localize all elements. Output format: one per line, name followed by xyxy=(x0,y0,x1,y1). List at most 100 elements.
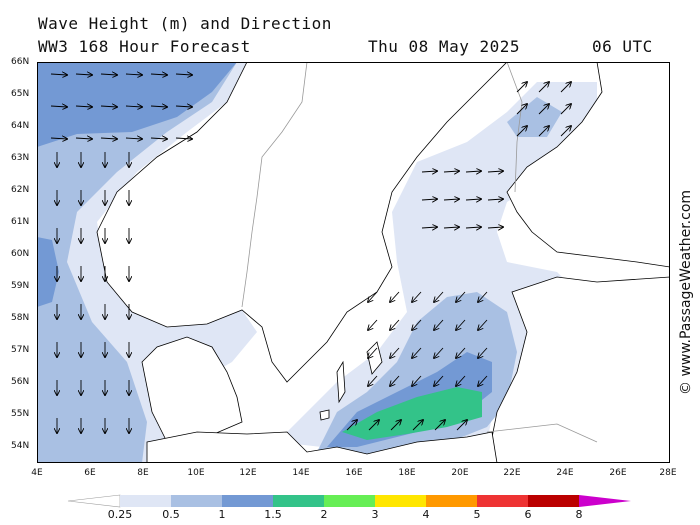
wave-arrow xyxy=(434,420,445,431)
wave-arrow xyxy=(75,138,92,139)
wave-arrow xyxy=(443,171,459,172)
wave-arrow xyxy=(487,171,503,172)
wave-arrow xyxy=(421,227,437,228)
wave-arrow xyxy=(456,319,466,330)
wave-arrow xyxy=(125,74,142,75)
wave-arrow xyxy=(434,347,444,358)
legend-label: 2 xyxy=(320,508,328,521)
wave-arrow xyxy=(465,199,481,200)
lon-label: 20E xyxy=(451,468,469,478)
wave-arrow xyxy=(50,138,67,139)
wave-arrow xyxy=(390,319,400,330)
lat-label: 57N xyxy=(11,345,30,355)
wave-arrow xyxy=(346,420,357,431)
border-line xyxy=(486,423,598,443)
wave-arrow xyxy=(443,227,459,228)
land-baltic-states xyxy=(486,276,670,463)
wave-map xyxy=(37,62,670,463)
lon-label: 16E xyxy=(345,468,363,478)
legend-label: 4 xyxy=(422,508,430,521)
wave-zone-05-1 xyxy=(37,62,237,463)
wave-arrow xyxy=(368,420,379,431)
lat-label: 61N xyxy=(11,217,30,227)
wave-arrow xyxy=(456,420,467,431)
lon-label: 18E xyxy=(398,468,416,478)
border-line xyxy=(506,62,523,193)
wave-arrow xyxy=(390,420,401,431)
wave-arrow xyxy=(516,82,527,93)
wave-arrow xyxy=(487,227,503,228)
wave-arrow xyxy=(560,104,571,115)
legend-label: 1.5 xyxy=(264,508,282,521)
forecast-date: Thu 08 May 2025 xyxy=(368,37,520,56)
wave-arrow xyxy=(150,106,167,107)
land-scandinavia xyxy=(96,62,508,383)
lon-label: 10E xyxy=(187,468,205,478)
wave-arrow xyxy=(412,319,422,330)
wave-arrow xyxy=(368,375,378,386)
lat-label: 59N xyxy=(11,281,30,291)
legend-swatch xyxy=(375,495,426,507)
legend-label: 8 xyxy=(575,508,583,521)
lat-label: 55N xyxy=(11,409,30,419)
lat-label: 58N xyxy=(11,313,30,323)
chart-title: Wave Height (m) and Direction xyxy=(38,14,332,33)
model-label: WW3 168 Hour Forecast xyxy=(38,37,251,56)
lon-label: 14E xyxy=(292,468,310,478)
lon-label: 6E xyxy=(84,468,96,478)
wave-arrow xyxy=(412,375,422,386)
legend-swatch xyxy=(222,495,273,507)
wave-arrow xyxy=(75,106,92,107)
lat-label: 56N xyxy=(11,377,30,387)
credit-text: © www.PassageWeather.com xyxy=(678,189,694,395)
legend-label: 0.5 xyxy=(162,508,180,521)
wave-arrow xyxy=(516,126,527,137)
wave-arrow xyxy=(538,104,549,115)
wave-arrow xyxy=(390,375,400,386)
wave-arrow xyxy=(368,347,378,358)
legend-label: 0.25 xyxy=(107,508,133,521)
wave-arrow xyxy=(456,291,466,302)
wave-arrow xyxy=(465,227,481,228)
wave-arrow xyxy=(100,138,117,139)
wave-arrow xyxy=(75,74,92,75)
wave-arrow xyxy=(478,291,488,302)
lon-label: 4E xyxy=(31,468,43,478)
wave-arrow xyxy=(456,347,466,358)
wave-arrow xyxy=(412,347,422,358)
island-bornholm xyxy=(319,409,330,421)
wave-arrow xyxy=(560,82,571,93)
wave-arrow xyxy=(175,74,192,75)
wave-arrow xyxy=(100,74,117,75)
lat-label: 60N xyxy=(11,249,30,259)
wave-arrow xyxy=(443,199,459,200)
wave-zone-025-05 xyxy=(277,82,597,452)
wave-arrow xyxy=(516,104,527,115)
lon-label: 28E xyxy=(659,468,677,478)
wave-arrow xyxy=(412,420,423,431)
legend-swatch xyxy=(67,494,121,508)
lon-label: 8E xyxy=(137,468,149,478)
wave-arrow xyxy=(421,199,437,200)
wave-arrow xyxy=(538,126,549,137)
wave-arrow xyxy=(368,319,378,330)
wave-arrow xyxy=(487,199,503,200)
legend-swatch xyxy=(426,495,477,507)
wave-arrow xyxy=(175,106,192,107)
legend-label: 1 xyxy=(218,508,226,521)
lat-label: 63N xyxy=(11,153,30,163)
wave-arrow xyxy=(412,291,422,302)
wave-arrow xyxy=(478,347,488,358)
land-finland xyxy=(506,62,670,268)
lat-label: 66N xyxy=(11,57,30,67)
wave-direction-arrows xyxy=(50,74,571,433)
legend-swatch xyxy=(528,495,579,507)
wave-arrow xyxy=(125,106,142,107)
legend-swatch xyxy=(324,495,375,507)
lat-label: 64N xyxy=(11,121,30,131)
wave-arrow xyxy=(175,138,192,139)
forecast-time: 06 UTC xyxy=(592,37,653,56)
wave-arrow xyxy=(150,138,167,139)
lat-label: 62N xyxy=(11,185,30,195)
legend-swatch xyxy=(579,495,631,507)
